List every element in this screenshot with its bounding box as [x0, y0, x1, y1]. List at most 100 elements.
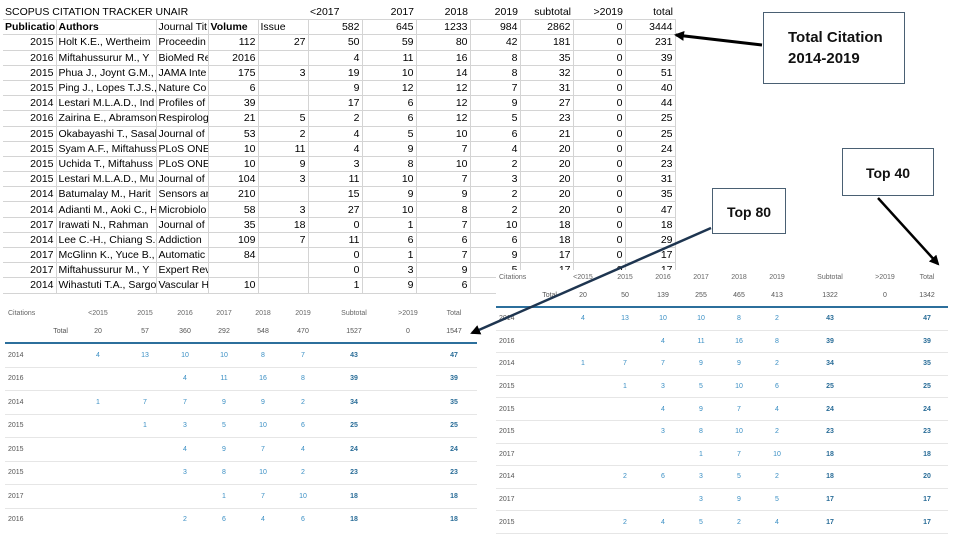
panel-cell-y2015 [606, 443, 644, 467]
panel-cell-y2019: 5 [758, 488, 796, 512]
sheet-cell-volume: 175 [208, 65, 259, 81]
panel-cell-gt2019 [864, 465, 906, 489]
sheet-cell-y2017: 9 [362, 277, 417, 294]
panel-header-y2018: 2018 [255, 309, 271, 317]
panel-cell-y2019: 2 [758, 352, 796, 376]
panel-cell-y2018: 7 [720, 397, 758, 421]
panel-cell-y2015 [606, 420, 644, 444]
panel-cell-y2018: 7 [720, 443, 758, 467]
panel-cell-subtotal: 24 [796, 397, 864, 421]
panel-cell-lt2015: 1 [560, 352, 606, 376]
sheet-cell-journal: JAMA Inte [156, 65, 209, 81]
panel-cell-y2019: 8 [283, 367, 323, 391]
panel-cell-y2015 [125, 437, 165, 462]
panel-cell-y2017: 5 [682, 510, 720, 534]
panel-cell-lt2015 [560, 533, 606, 540]
panel-cell-y2016: 4 [644, 397, 682, 421]
sheet-cell-volume: 58 [208, 201, 259, 218]
panel-cell-total: 18 [431, 484, 477, 509]
sheet-cell-gt2019: 0 [573, 50, 626, 66]
sheet-cell-journal: Microbiolo [156, 201, 209, 218]
panel-header-total: Total [919, 273, 935, 281]
sheet-header-subtotal: subtotal [520, 5, 573, 21]
panel-cell-y2015 [125, 367, 165, 391]
panel-cell-gt2019 [864, 420, 906, 444]
panel-header-y2017: 2017 [693, 273, 709, 281]
panel-cell-subtotal: 24 [323, 437, 385, 462]
panel-cell-subtotal: 17 [796, 488, 864, 512]
panel-cell-total: 18 [431, 508, 477, 521]
sheet-cell-journal: Respirolog [156, 110, 209, 127]
sheet-data-row: 2015 Ping J., Lopes T.J.S., I Nature Co 6 9 1… [3, 80, 676, 97]
sheet-cell-y2017: 5 [362, 126, 417, 142]
sheet-cell-authors: McGlinn K., Yuce B., [56, 247, 157, 264]
sheet-cell-volume: 6 [208, 80, 259, 97]
sheet-cell-volume: 112 [208, 34, 259, 51]
panel-cell-citations: 2014 [496, 465, 560, 489]
top40-citation-panel: Citations <2015 2015 2016 2017 2018 2019 Subtot… [496, 270, 948, 540]
panel-cell-y2016: 7 [644, 352, 682, 376]
panel-cell-y2019: 4 [758, 397, 796, 421]
sheet-cell-issue: 3 [258, 65, 309, 81]
sheet-cell-journal: BioMed Re [156, 50, 209, 66]
top40-callout: Top 40 [842, 148, 934, 196]
sheet-data-row: 2015 Uchida T., Miftahuss PLoS ONE 10 9 3 8 10 2… [3, 156, 676, 173]
panel-cell-y2016: 10 [644, 307, 682, 331]
panel-header-y2016: 2016 [655, 273, 671, 281]
sheet-cell-volume: 21 [208, 110, 259, 127]
sheet-cell-y2019: 9 [470, 95, 521, 112]
panel-row: 2014 4 13 10 10 8 2 43 47 [496, 307, 948, 331]
sheet-cell-subtotal: 23 [520, 110, 574, 127]
sheet-data-row: 2016 Zairina E., Abramson Respirolog 21 5 2 6 1… [3, 110, 676, 127]
sheet-cell-y2017: 9 [362, 186, 417, 203]
sheet-cell-subtotal: 20 [520, 171, 574, 188]
sheet-header-y2019: 2019 [470, 5, 520, 21]
sheet-cell-lt2017: 9 [308, 80, 363, 97]
sheet-cell-gt2019: 0 [573, 232, 626, 249]
sheet-cell-year: 2016 [3, 110, 57, 127]
sheet-cell-y2019: 2 [470, 186, 521, 203]
sheet-cell-y2018: 10 [416, 126, 471, 142]
panel-cell-y2018: 5 [720, 465, 758, 489]
panel-cell-total: 23 [906, 420, 948, 444]
sheet-cell-total: 51 [625, 65, 676, 81]
sheet-cell-total: 39 [625, 50, 676, 66]
panel-cell-gt2019 [385, 414, 431, 438]
sheet-cell-journal: Sensors an [156, 186, 209, 203]
sheet-cell-y2019: 6 [470, 232, 521, 249]
sheet-cell-issue: 2 [258, 126, 309, 142]
panel-row: 2014 1 7 7 9 9 2 34 35 [5, 390, 477, 415]
panel-total-label: Total [5, 320, 71, 344]
panel-cell-citations: 2016 [5, 508, 71, 521]
sheet-cell-y2019: 2 [470, 201, 521, 218]
panel-cell-y2015 [125, 484, 165, 509]
panel-cell-gt2019 [864, 533, 906, 540]
sheet-cell-volume: 53 [208, 126, 259, 142]
panel-row: 2015 1 3 5 10 6 25 25 [496, 375, 948, 399]
panel-cell-citations: 2014 [496, 352, 560, 376]
sheet-cell-authors: Ping J., Lopes T.J.S., I [56, 80, 157, 97]
sheet-cell-y2019: 5 [470, 110, 521, 127]
panel-cell-citations: 2014 [496, 307, 560, 331]
panel-totals-row: Total 20 50 139 255 465 413 1322 0 1342 [496, 284, 948, 308]
sheet-cell-issue: 18 [258, 217, 309, 233]
sheet-cell-subtotal: 32 [520, 65, 574, 81]
panel-cell-y2017: 11 [205, 367, 243, 391]
panel-cell-y2016 [644, 488, 682, 512]
sheet-cell-gt2019: 0 [573, 171, 626, 188]
panel-total-y2017: 292 [205, 320, 243, 344]
sheet-total-y2017: 645 [362, 19, 417, 36]
panel-row: 2015 4 9 7 4 24 24 [5, 437, 477, 462]
panel-cell-lt2015 [560, 510, 606, 534]
sheet-header-issue: Issue [258, 19, 309, 36]
sheet-data-row: 2015 Phua J., Joynt G.M., JAMA Inte 175 3 19 1… [3, 65, 676, 81]
sheet-cell-gt2019: 0 [573, 80, 626, 97]
panel-cell-subtotal: 18 [796, 443, 864, 467]
panel-total-lt2015: 20 [71, 320, 125, 344]
sheet-cell-total: 23 [625, 156, 676, 173]
sheet-cell-authors: Miftahussurur M., Y [56, 262, 157, 279]
sheet-cell-y2017: 11 [362, 50, 417, 66]
panel-cell-y2016: 4 [165, 367, 205, 391]
sheet-data-row: 2017 Irawati N., Rahman Journal of 35 18 0 1 7 1… [3, 217, 676, 233]
sheet-cell-authors: Uchida T., Miftahuss [56, 156, 157, 173]
